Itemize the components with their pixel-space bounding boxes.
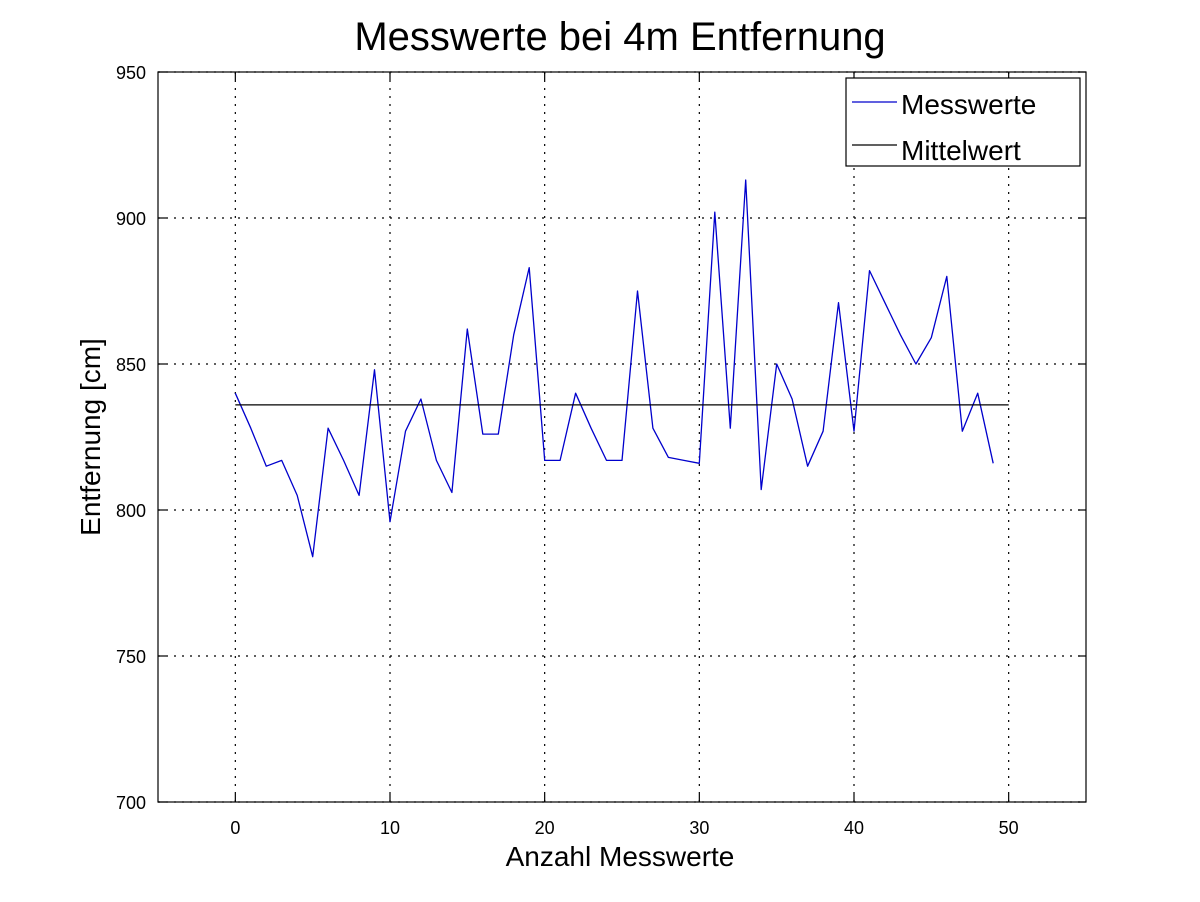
y-tick-label: 800 [116, 501, 146, 521]
y-axis-label: Entfernung [cm] [75, 338, 106, 536]
y-tick-label: 750 [116, 647, 146, 667]
series-layer [234, 179, 1009, 558]
x-tick-label: 20 [535, 818, 555, 838]
axis-ticks: 0 10 20 30 40 50 700 750 800 850 900 950 [116, 63, 1086, 838]
x-tick-label: 30 [689, 818, 709, 838]
legend: Messwerte Mittelwert [845, 77, 1081, 167]
legend-box [845, 77, 1081, 167]
x-tick-label: 50 [999, 818, 1019, 838]
x-tick-label: 0 [230, 818, 240, 838]
x-axis-label: Anzahl Messwerte [506, 841, 735, 872]
series-line-messwerte [234, 179, 994, 558]
y-tick-label: 850 [116, 355, 146, 375]
plot-frame [157, 71, 1087, 803]
chart-title: Messwerte bei 4m Entfernung [354, 15, 885, 59]
x-tick-label: 10 [380, 818, 400, 838]
legend-label-messwerte: Messwerte [901, 89, 1036, 120]
x-tick-label: 40 [844, 818, 864, 838]
y-tick-label: 700 [116, 793, 146, 813]
grid [158, 71, 1086, 803]
legend-label-mittelwert: Mittelwert [901, 135, 1021, 166]
y-tick-label: 950 [116, 63, 146, 83]
y-tick-label: 900 [116, 209, 146, 229]
